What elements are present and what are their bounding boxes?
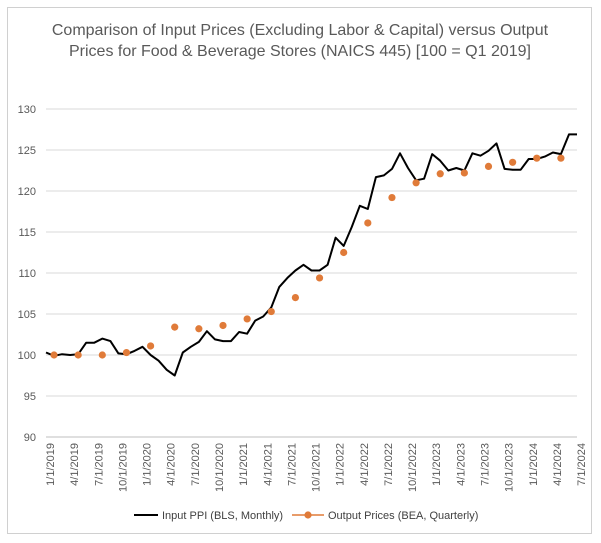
legend-label-output-prices: Output Prices (BEA, Quarterly) — [328, 510, 478, 522]
data-point-output-prices — [291, 294, 300, 302]
y-tick-label: 105 — [18, 309, 36, 321]
chart-frame — [7, 7, 592, 534]
x-tick-label: 7/1/2023 — [479, 443, 491, 486]
legend-label-input-ppi: Input PPI (BLS, Monthly) — [162, 510, 283, 522]
data-point-output-prices — [122, 348, 131, 357]
chart-title: Comparison of Input Prices (Excluding La… — [51, 22, 549, 60]
x-tick-label: 10/1/2020 — [214, 443, 226, 492]
y-tick-label: 90 — [24, 432, 36, 444]
data-point-output-prices — [243, 315, 251, 323]
x-tick-label: 10/1/2022 — [407, 443, 419, 492]
x-tick-label: 4/1/2024 — [552, 443, 564, 486]
y-tick-label: 110 — [18, 268, 36, 280]
x-tick-label: 4/1/2019 — [69, 443, 81, 486]
data-point-output-prices — [267, 307, 275, 316]
x-tick-label: 10/1/2023 — [504, 443, 516, 492]
data-point-output-prices — [460, 169, 468, 177]
x-tick-label: 7/1/2021 — [286, 443, 298, 486]
data-point-output-prices — [509, 158, 517, 166]
legend: Input PPI (BLS, Monthly) Output Prices (B… — [134, 510, 478, 522]
x-tick-label: 1/1/2019 — [45, 443, 57, 486]
x-tick-label: 10/1/2021 — [311, 443, 323, 492]
y-tick-label: 115 — [18, 227, 36, 239]
data-point-output-prices — [364, 219, 372, 227]
data-point-output-prices — [315, 274, 324, 282]
y-tick-label: 130 — [18, 104, 36, 116]
x-tick-label: 7/1/2024 — [576, 443, 588, 486]
gridlines — [46, 108, 577, 397]
data-point-output-prices — [219, 321, 227, 330]
data-point-output-prices — [98, 351, 106, 359]
x-tick-label: 4/1/2022 — [359, 443, 371, 486]
data-point-output-prices — [388, 193, 396, 202]
x-tick-label: 1/1/2021 — [238, 443, 250, 486]
x-tick-label: 10/1/2019 — [117, 443, 129, 492]
x-tick-label: 1/1/2024 — [528, 443, 540, 486]
data-point-output-prices — [436, 170, 444, 178]
series-area — [45, 133, 577, 377]
x-tick-label: 1/1/2020 — [142, 443, 154, 486]
data-point-output-prices — [50, 351, 58, 359]
x-tick-label: 7/1/2022 — [383, 443, 395, 486]
x-tick-label: 1/1/2023 — [431, 443, 443, 486]
data-point-output-prices — [412, 179, 420, 187]
data-point-output-prices — [557, 154, 565, 162]
x-tick-label: 4/1/2023 — [455, 443, 467, 486]
data-point-output-prices — [484, 162, 493, 170]
x-tick-label: 1/1/2022 — [335, 443, 347, 486]
data-point-output-prices — [340, 248, 348, 257]
data-point-output-prices — [146, 342, 155, 350]
data-point-output-prices — [195, 325, 203, 333]
x-tick-label: 4/1/2021 — [262, 443, 274, 486]
series-line-input-ppi — [45, 133, 577, 377]
x-tick-label: 7/1/2019 — [93, 443, 105, 486]
x-tick-label: 7/1/2020 — [190, 443, 202, 486]
y-tick-label: 120 — [18, 186, 36, 198]
y-tick-label: 125 — [18, 145, 36, 157]
data-point-output-prices — [533, 154, 541, 162]
data-point-output-prices — [74, 351, 82, 359]
axes: 90 95 100 105 110 115 120 125 130 1/1/2019 4/1/201… — [18, 104, 588, 492]
x-tick-label: 4/1/2020 — [166, 443, 178, 486]
y-tick-label: 95 — [24, 391, 36, 403]
data-point-output-prices — [171, 323, 179, 331]
y-tick-label: 100 — [18, 350, 36, 362]
legend-swatch-marker-output-prices — [304, 511, 312, 519]
